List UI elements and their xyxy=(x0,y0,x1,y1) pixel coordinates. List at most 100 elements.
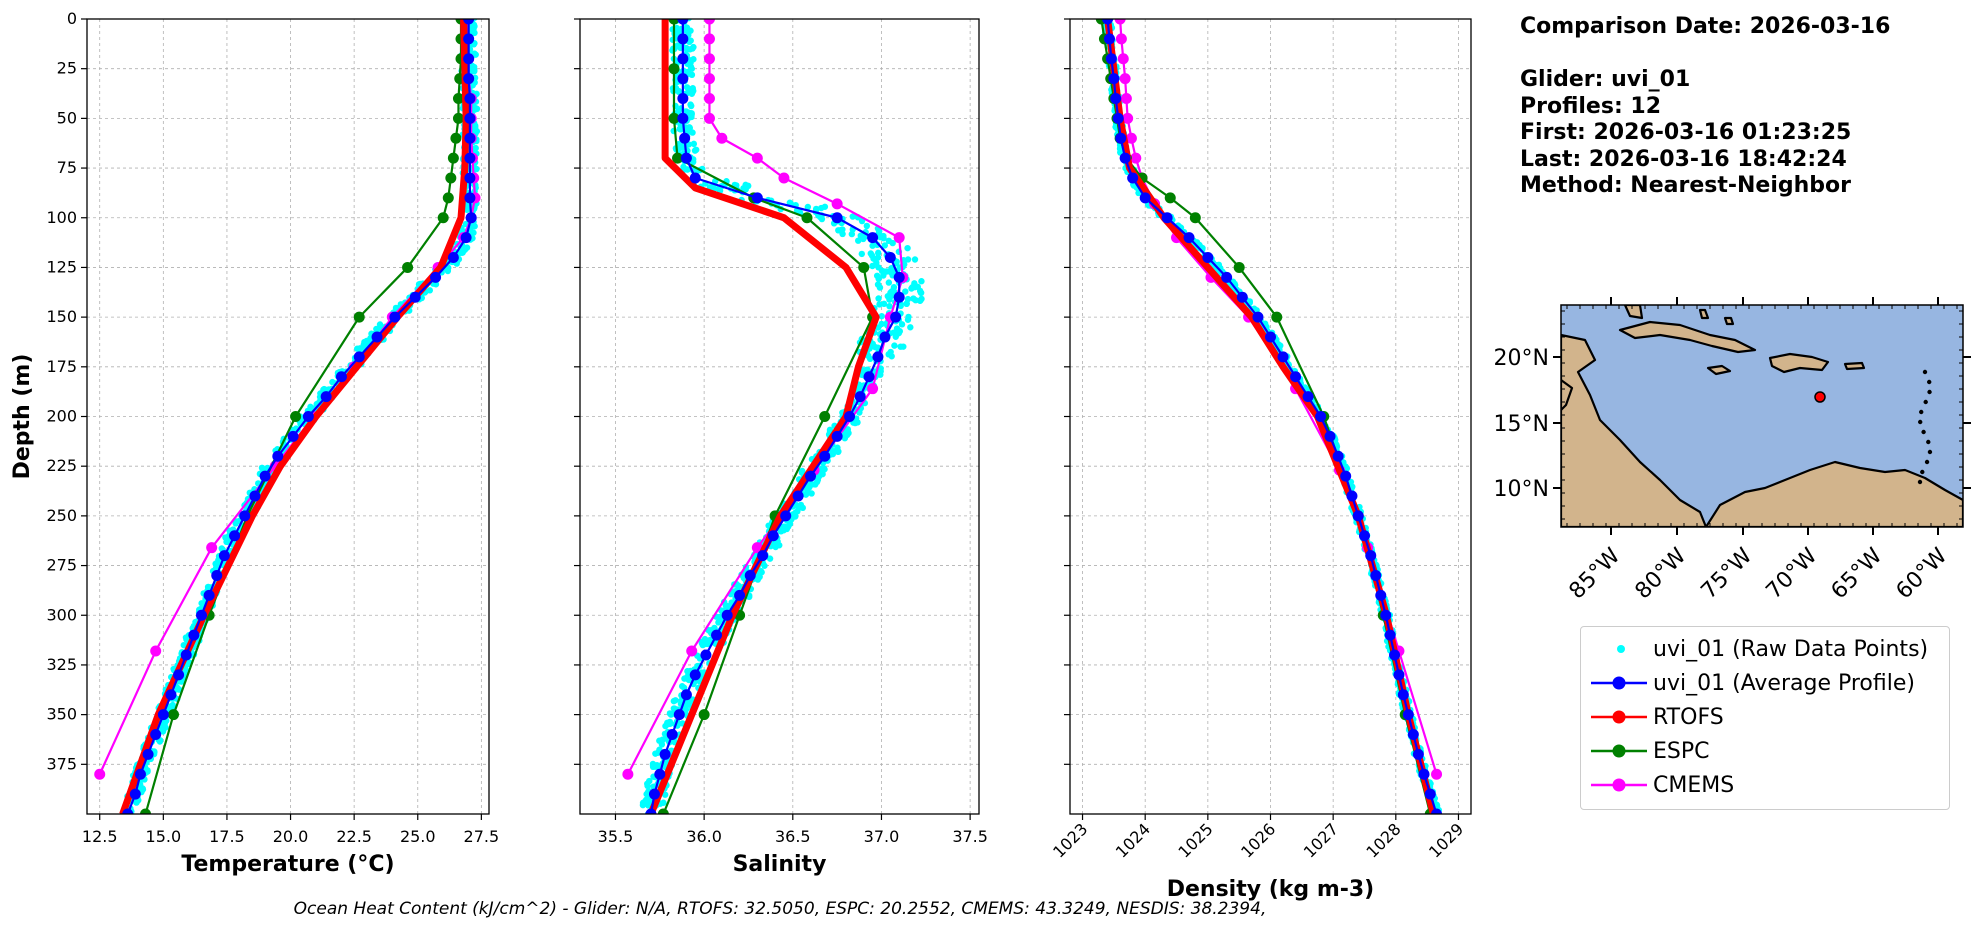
raw-data-point xyxy=(876,284,884,291)
raw-data-point xyxy=(829,450,837,458)
series-marker xyxy=(461,165,468,172)
series-marker xyxy=(751,152,763,164)
legend-label-average: uvi_01 (Average Profile) xyxy=(1653,671,1915,696)
method: Method: Nearest-Neighbor xyxy=(1520,173,1851,198)
island xyxy=(1923,399,1928,405)
raw-data-point xyxy=(392,304,400,312)
raw-data-point xyxy=(661,791,669,798)
raw-data-point xyxy=(818,215,826,223)
series-marker xyxy=(1108,73,1120,85)
raw-data-point xyxy=(716,613,723,621)
raw-data-point xyxy=(783,525,791,533)
series-marker xyxy=(654,768,666,780)
map-land xyxy=(1561,305,1963,527)
series-marker xyxy=(465,212,477,224)
series-marker xyxy=(1340,470,1352,482)
raw-data-point xyxy=(912,296,919,304)
island xyxy=(1917,479,1923,485)
x-tick-label: 36.5 xyxy=(775,827,811,846)
x-tick-label: 15.0 xyxy=(146,827,182,846)
series-marker xyxy=(165,689,177,701)
series-marker xyxy=(464,93,476,104)
island xyxy=(1926,439,1931,445)
y-tick-label: 100 xyxy=(46,208,77,227)
legend-rtofs-marker xyxy=(1591,710,1647,724)
series-marker xyxy=(648,788,660,800)
land-shape xyxy=(1768,352,1830,374)
glider-name: Glider: uvi_01 xyxy=(1520,67,1691,92)
series-marker xyxy=(206,542,218,554)
legend-label-rtofs: RTOFS xyxy=(1653,705,1724,730)
raw-data-point xyxy=(671,705,678,712)
ocean-heat-content-footer: Ocean Heat Content (kJ/cm^2) - Glider: N… xyxy=(293,899,1267,919)
series-marker xyxy=(1280,363,1287,370)
legend-item-raw: uvi_01 (Raw Data Points) xyxy=(1581,635,1949,665)
chart-panel-1: 0 25 50 75 100 125 150 175 200 225 250 275 300 325 350… xyxy=(10,9,499,877)
series-marker xyxy=(1277,351,1289,363)
series-marker xyxy=(819,411,831,422)
x-tick-label: 12.5 xyxy=(82,827,118,846)
x-tick-label: 1028 xyxy=(1362,819,1404,861)
raw-data-point xyxy=(896,328,904,335)
raw-data-point xyxy=(918,278,925,285)
series-marker xyxy=(855,363,862,370)
series-marker xyxy=(1346,490,1358,502)
series-marker xyxy=(1252,311,1264,323)
series-marker xyxy=(1352,510,1364,522)
land-shape xyxy=(1706,364,1732,376)
series-marker xyxy=(1119,73,1131,85)
series-marker xyxy=(873,314,880,321)
raw-data-point xyxy=(776,542,783,549)
y-tick-label: 0 xyxy=(67,9,77,28)
series-marker xyxy=(843,264,849,271)
legend-label-cmems: CMEMS xyxy=(1653,773,1735,798)
legend-item-rtofs: RTOFS xyxy=(1581,703,1949,733)
series-marker xyxy=(452,112,464,124)
raw-data-point xyxy=(652,750,659,757)
raw-data-point xyxy=(690,43,697,51)
raw-data-point xyxy=(885,279,893,286)
series-marker xyxy=(792,490,804,502)
raw-data-point xyxy=(870,255,877,262)
series-marker xyxy=(677,93,689,104)
series-marker xyxy=(302,411,314,422)
raw-data-point xyxy=(688,113,695,121)
island xyxy=(1924,459,1930,465)
series-marker xyxy=(218,550,230,562)
raw-data-point xyxy=(890,284,898,291)
series-marker xyxy=(272,450,284,462)
series-marker xyxy=(463,73,475,85)
raw-data-point xyxy=(133,799,140,806)
raw-data-point xyxy=(698,640,706,647)
series-marker xyxy=(744,570,756,581)
raw-data-point xyxy=(471,106,479,113)
series-marker xyxy=(409,291,421,303)
x-tick-label: 1029 xyxy=(1425,819,1467,861)
series-marker xyxy=(353,351,365,363)
series-marker xyxy=(689,172,701,184)
series-marker xyxy=(1103,33,1115,45)
land-shape xyxy=(1843,361,1866,371)
raw-data-point xyxy=(908,285,915,292)
series-marker xyxy=(229,530,241,542)
map-lon-label: 65°W xyxy=(1827,543,1888,604)
x-tick-label: 1023 xyxy=(1049,819,1091,861)
series-marker xyxy=(668,19,680,25)
map-lon-label: 75°W xyxy=(1697,543,1758,604)
series-marker xyxy=(259,470,271,482)
y-tick-label: 225 xyxy=(46,456,77,475)
x-axis-label: Salinity xyxy=(733,852,827,877)
series-marker xyxy=(884,252,896,263)
raw-data-point xyxy=(356,345,364,352)
raw-data-point xyxy=(689,129,696,136)
raw-data-point xyxy=(665,720,672,728)
series-marker xyxy=(734,589,746,601)
raw-data-point xyxy=(184,660,192,668)
series-marker xyxy=(1105,53,1117,65)
glider-location-marker xyxy=(1814,391,1826,403)
x-tick-label: 20.0 xyxy=(273,827,309,846)
raw-data-point xyxy=(682,108,690,115)
series-marker xyxy=(180,649,192,661)
series-marker xyxy=(1418,768,1430,780)
info-panel: Comparison Date: 2026-03-16 Glider: uvi_… xyxy=(1520,14,1890,200)
